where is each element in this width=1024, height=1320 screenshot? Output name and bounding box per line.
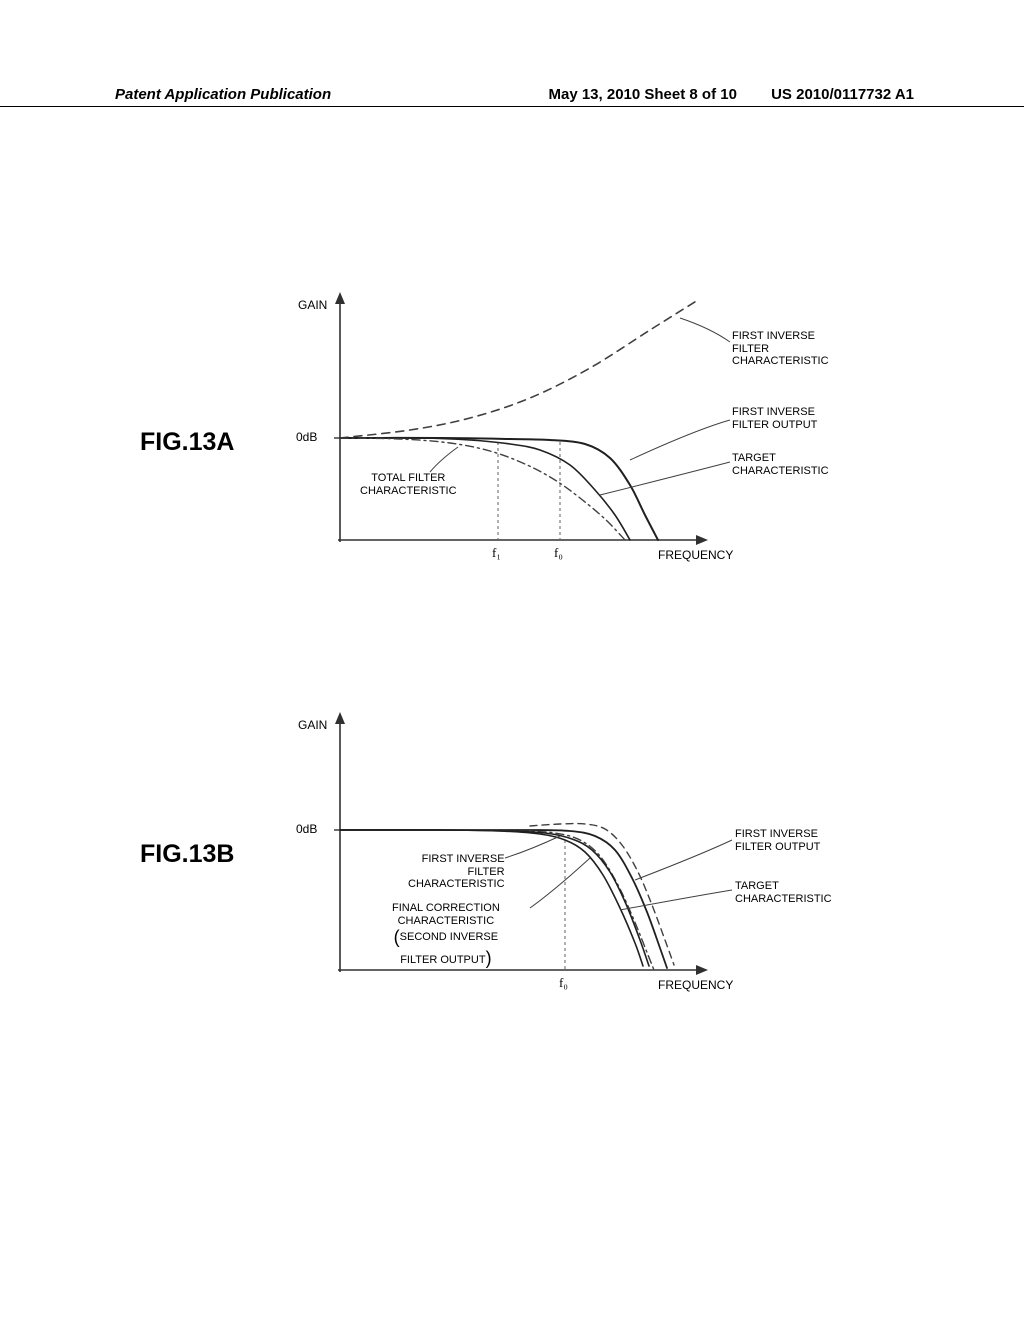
header-pubnum: US 2010/0117732 A1 (741, 86, 914, 103)
f0-label-b: f₀ (559, 975, 568, 991)
leader-first-inv-char (680, 318, 730, 342)
y-axis-label-a: GAIN (298, 298, 327, 312)
header-center: May 13, 2010 Sheet 8 of 10 (548, 86, 736, 103)
leader-first-inv-output-b (635, 840, 732, 880)
label-final-corr-b: FINAL CORRECTION CHARACTERISTIC (SECOND … (392, 902, 500, 969)
final-corr-line4: FILTER OUTPUT (400, 954, 485, 966)
x-axis-arrow-b (696, 965, 708, 975)
header-left: Patent Application Publication (115, 86, 331, 103)
final-corr-line1: FINAL CORRECTION (392, 902, 500, 914)
curves-group-b (340, 824, 674, 970)
figure-label-13a: FIG.13A (140, 428, 234, 457)
label-total-filter-a: TOTAL FILTER CHARACTERISTIC (360, 472, 457, 497)
curve-first_inverse_output (340, 830, 667, 968)
f0-label-a: f₀ (554, 545, 563, 561)
zero-db-label-b: 0dB (296, 822, 317, 836)
label-target-a: TARGET CHARACTERISTIC (732, 452, 829, 477)
curve-first_inverse_char (340, 300, 698, 438)
y-axis-label-b: GAIN (298, 718, 327, 732)
label-first-inv-char-b: FIRST INVERSE FILTER CHARACTERISTIC (408, 853, 505, 891)
label-target-b: TARGET CHARACTERISTIC (735, 880, 832, 905)
chart-13b: GAIN 0dB FREQUENCY f₀ FIRST INVERSE FILT… (300, 700, 820, 1020)
figure-label-13b: FIG.13B (140, 840, 234, 869)
curve-extra_dashed (530, 824, 674, 965)
y-axis-arrow (335, 292, 345, 304)
chart-13a: GAIN 0dB FREQUENCY f₁ f₀ FIRST INVERSE F… (300, 280, 820, 600)
leader-first-inv-output (630, 420, 730, 460)
f1-label-a: f₁ (492, 545, 501, 561)
final-corr-line4p: ) (486, 948, 492, 968)
x-axis-label-a: FREQUENCY (658, 548, 733, 562)
leader-target-b (620, 890, 732, 910)
leader-final-corr-b (530, 858, 590, 908)
curves-group-a (340, 300, 698, 540)
page-header: Patent Application Publication May 13, 2… (0, 86, 1024, 107)
label-first-inv-output-a: FIRST INVERSE FILTER OUTPUT (732, 406, 817, 431)
header-right-group: May 13, 2010 Sheet 8 of 10 US 2010/01177… (548, 86, 914, 103)
x-axis-arrow (696, 535, 708, 545)
final-corr-line3t: SECOND INVERSE (400, 931, 498, 943)
leader-total-filter (430, 447, 458, 472)
zero-db-label-a: 0dB (296, 430, 317, 444)
label-first-inv-output-b: FIRST INVERSE FILTER OUTPUT (735, 828, 820, 853)
leader-target (600, 462, 730, 495)
label-first-inv-char-a: FIRST INVERSE FILTER CHARACTERISTIC (732, 330, 829, 368)
x-axis-label-b: FREQUENCY (658, 978, 733, 992)
y-axis-arrow-b (335, 712, 345, 724)
leader-first-inv-char-b (505, 836, 560, 858)
final-corr-line2: CHARACTERISTIC (398, 915, 495, 927)
chart-13b-svg (300, 700, 820, 1020)
